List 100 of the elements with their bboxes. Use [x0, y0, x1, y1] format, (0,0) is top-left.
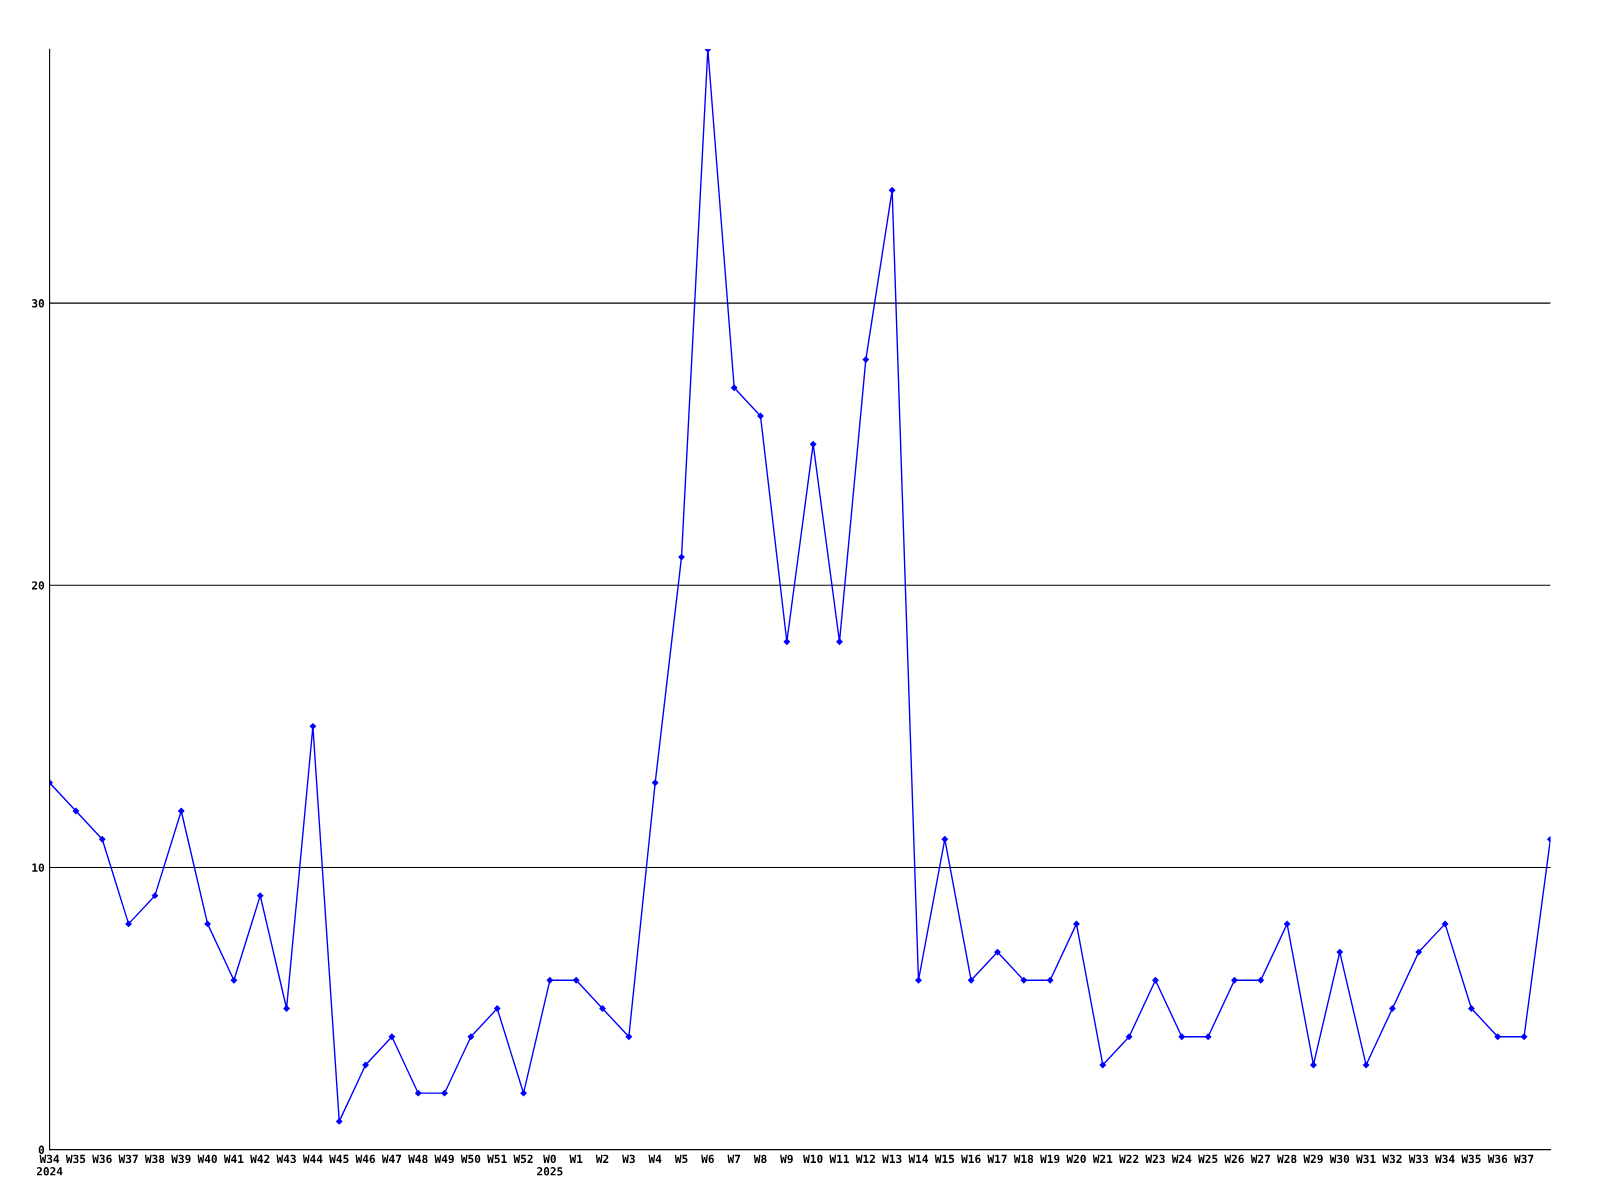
x-tick-label: W18	[1013, 1154, 1034, 1164]
x-tick-label: W7	[727, 1154, 741, 1163]
point	[967, 977, 975, 984]
point	[1073, 920, 1080, 928]
x-tick-label: W28	[1277, 1154, 1297, 1164]
x-tick-label: W20	[1066, 1154, 1086, 1164]
x-tick-label: W48	[408, 1154, 428, 1164]
point	[1099, 1061, 1106, 1069]
x-tick-label: W8	[753, 1154, 767, 1164]
x-tick-label: W41	[223, 1154, 244, 1163]
x-tick-label: W44	[302, 1154, 323, 1163]
point	[1231, 977, 1238, 984]
point	[1494, 1033, 1501, 1040]
x-tick-label: W33	[1408, 1154, 1429, 1164]
x-tick-label: W29	[1303, 1154, 1323, 1164]
point	[1310, 1061, 1317, 1069]
point	[467, 1033, 475, 1040]
point	[309, 723, 317, 730]
point	[1362, 1061, 1370, 1069]
x-tick-label: W24	[1171, 1154, 1192, 1163]
y-tick-label: 20	[31, 581, 45, 590]
x-tick-label: W51	[487, 1154, 507, 1164]
x-tick-label: W13	[882, 1154, 902, 1164]
point	[1125, 1033, 1133, 1040]
point	[388, 1033, 396, 1040]
x-tick-label: W1	[569, 1154, 583, 1163]
x-tick-label: W49	[434, 1154, 454, 1164]
point	[599, 1005, 606, 1012]
point	[1178, 1033, 1185, 1040]
point	[99, 836, 106, 843]
point	[994, 948, 1001, 956]
x-tick-label: W3	[622, 1154, 635, 1164]
x-tick-label: W27	[1250, 1154, 1270, 1163]
point	[1020, 977, 1027, 984]
x-tick-label: W40	[197, 1154, 217, 1164]
point	[810, 441, 817, 448]
x-tick-label: W46	[355, 1154, 375, 1164]
x-tick-label: W26	[1224, 1154, 1244, 1164]
y-tick-label: 30	[32, 299, 45, 308]
point	[1046, 977, 1054, 984]
point	[1257, 977, 1264, 984]
point	[678, 553, 685, 561]
point	[151, 892, 159, 899]
x-tick-label: W43	[276, 1154, 296, 1164]
x-tick-label: W35	[65, 1154, 86, 1164]
point	[731, 384, 738, 391]
point	[230, 977, 238, 984]
point	[1204, 1033, 1212, 1040]
x-tick-label: W16	[961, 1154, 981, 1164]
x-tick-label: W37	[118, 1154, 138, 1164]
x-tick-label: W47	[381, 1154, 402, 1163]
point	[546, 977, 554, 984]
point	[783, 638, 790, 645]
point	[441, 1090, 448, 1097]
point	[204, 920, 211, 928]
y-tick-label: 0	[38, 1145, 45, 1154]
point	[941, 836, 948, 843]
point	[494, 1005, 501, 1012]
x-tick-label: W17	[987, 1154, 1007, 1163]
y-tick-label: 10	[32, 863, 45, 872]
x-tick-label: W34	[1435, 1154, 1455, 1164]
point	[72, 807, 80, 815]
point	[257, 892, 264, 899]
x-tick-label: W5	[674, 1154, 688, 1164]
x-tick-label: W45	[329, 1154, 349, 1164]
x-tick-label: W19	[1040, 1154, 1060, 1164]
point	[125, 920, 132, 928]
point	[362, 1061, 369, 1069]
x-tick-label: W38	[144, 1154, 165, 1164]
x-tick-label: W50	[460, 1154, 481, 1164]
x-tick-label: W2	[595, 1154, 609, 1163]
point	[178, 807, 185, 815]
x-tick-label: W22	[1119, 1154, 1139, 1163]
x-tick-label: W36	[1487, 1154, 1508, 1164]
x-tick-label: W39	[171, 1154, 191, 1164]
x-tick-label: W36	[92, 1154, 112, 1164]
x-tick-label: W37	[1514, 1154, 1534, 1164]
point	[889, 187, 896, 194]
x-tick-label: W42	[250, 1154, 270, 1163]
point	[836, 638, 843, 645]
x-tick-label: W14	[908, 1154, 929, 1163]
x-tick-label: W35	[1461, 1154, 1481, 1164]
point	[862, 356, 869, 363]
point	[1441, 920, 1449, 928]
point	[415, 1090, 422, 1097]
point	[573, 977, 580, 984]
point	[1468, 1005, 1475, 1012]
x-tick-label: W52	[513, 1154, 533, 1164]
x-tick-label: W30	[1329, 1154, 1350, 1164]
point	[283, 1005, 290, 1012]
point	[1415, 948, 1422, 956]
x-tick-label: W12	[855, 1154, 875, 1163]
point	[915, 977, 922, 984]
point	[625, 1033, 633, 1040]
x-tick-label: W34 2024	[36, 1154, 63, 1176]
x-tick-label: W25	[1198, 1154, 1218, 1164]
point	[1152, 977, 1159, 984]
point	[1389, 1005, 1396, 1012]
x-tick-label: W15	[934, 1154, 955, 1164]
x-tick-label: W4	[648, 1154, 662, 1163]
